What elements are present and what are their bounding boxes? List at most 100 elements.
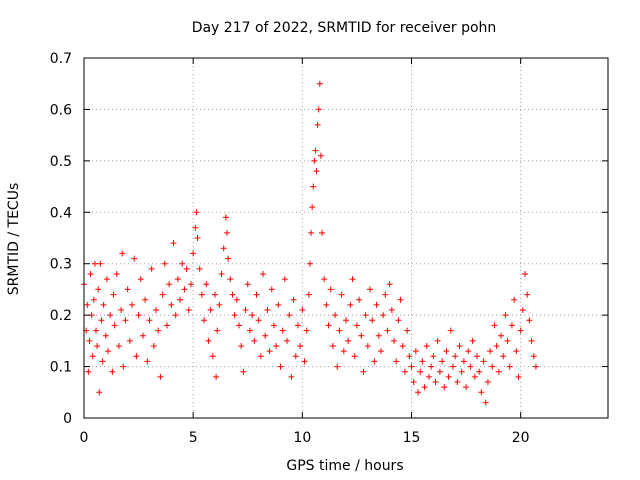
axes: 0 5 10 15 20 0 0.1 0.2 0.3 0.4 0.5 0.6 0.7 (50, 51, 609, 446)
data-point (334, 363, 341, 370)
data-point (273, 343, 280, 349)
data-point (115, 343, 122, 349)
data-point (177, 296, 184, 303)
data-point (111, 322, 118, 329)
data-point (196, 265, 203, 272)
data-point (251, 337, 258, 344)
data-point (517, 327, 524, 334)
data-point (139, 332, 146, 339)
data-point (373, 301, 380, 308)
y-tick-label: 0.2 (50, 308, 72, 324)
data-point (89, 353, 96, 360)
data-point (489, 363, 496, 370)
data-point (498, 332, 505, 339)
data-point (286, 312, 293, 319)
chart-title: Day 217 of 2022, SRMTID for receiver poh… (192, 20, 497, 36)
data-point (142, 296, 149, 303)
data-point (329, 343, 336, 349)
data-point (395, 317, 402, 324)
data-point (249, 312, 256, 319)
data-point (119, 250, 126, 257)
data-point (144, 358, 151, 365)
data-point (209, 353, 216, 360)
data-point (309, 204, 316, 211)
data-point (343, 317, 349, 324)
data-point (220, 245, 227, 252)
data-point (174, 276, 181, 283)
data-point (469, 337, 476, 344)
data-point (205, 337, 212, 344)
x-tick-label: 5 (189, 430, 198, 446)
data-point (522, 271, 529, 277)
data-point (340, 348, 347, 355)
data-point (96, 389, 103, 396)
y-tick-label: 0.3 (50, 257, 72, 273)
data-point (447, 327, 454, 334)
x-axis-label: GPS time / hours (286, 458, 403, 474)
y-tick-label: 0.4 (50, 205, 72, 221)
data-point (179, 260, 186, 267)
data-point (487, 348, 494, 355)
data-point (458, 368, 465, 375)
data-point (465, 348, 472, 355)
data-point (353, 322, 360, 329)
data-point (449, 363, 456, 370)
data-point (105, 348, 112, 355)
data-point (277, 363, 284, 370)
data-point (421, 384, 428, 391)
data-point (364, 343, 371, 349)
data-point (345, 337, 352, 344)
data-point (284, 337, 291, 344)
data-point (327, 286, 334, 293)
data-point (257, 353, 264, 360)
data-point (375, 332, 382, 339)
data-point (388, 307, 395, 313)
data-point (227, 276, 234, 283)
data-point (120, 363, 127, 370)
data-point (91, 260, 98, 267)
data-point (233, 296, 240, 303)
data-point (524, 291, 531, 298)
data-point (133, 353, 140, 360)
data-point (99, 358, 106, 365)
data-point (482, 399, 489, 406)
data-point (135, 312, 142, 319)
data-point (358, 332, 365, 339)
data-point (275, 301, 282, 308)
data-point (430, 353, 437, 360)
data-point (109, 368, 116, 375)
data-point (356, 296, 363, 303)
data-point (161, 260, 168, 267)
data-point (408, 363, 415, 370)
data-point (454, 379, 461, 385)
data-point (85, 368, 92, 375)
data-point (94, 343, 101, 349)
data-point (367, 286, 374, 293)
data-point (203, 281, 210, 288)
data-point (214, 327, 221, 334)
data-point (292, 353, 299, 360)
data-point (163, 322, 170, 329)
data-point (425, 373, 432, 380)
data-point (439, 358, 446, 365)
data-point (360, 368, 367, 375)
data-point (493, 343, 500, 349)
data-point (87, 271, 94, 277)
data-point (213, 373, 220, 380)
data-point (371, 358, 378, 365)
data-point (238, 343, 245, 349)
data-point (201, 317, 208, 324)
data-point (93, 327, 100, 334)
data-point (502, 312, 509, 319)
data-point (495, 368, 502, 375)
data-point (225, 255, 232, 262)
data-point (95, 286, 102, 293)
data-point (386, 281, 393, 288)
data-point (192, 224, 199, 231)
data-point (491, 322, 498, 329)
data-point (190, 250, 197, 257)
data-point (338, 291, 345, 298)
data-point (519, 307, 526, 313)
data-point (129, 301, 136, 308)
data-point (170, 240, 177, 247)
